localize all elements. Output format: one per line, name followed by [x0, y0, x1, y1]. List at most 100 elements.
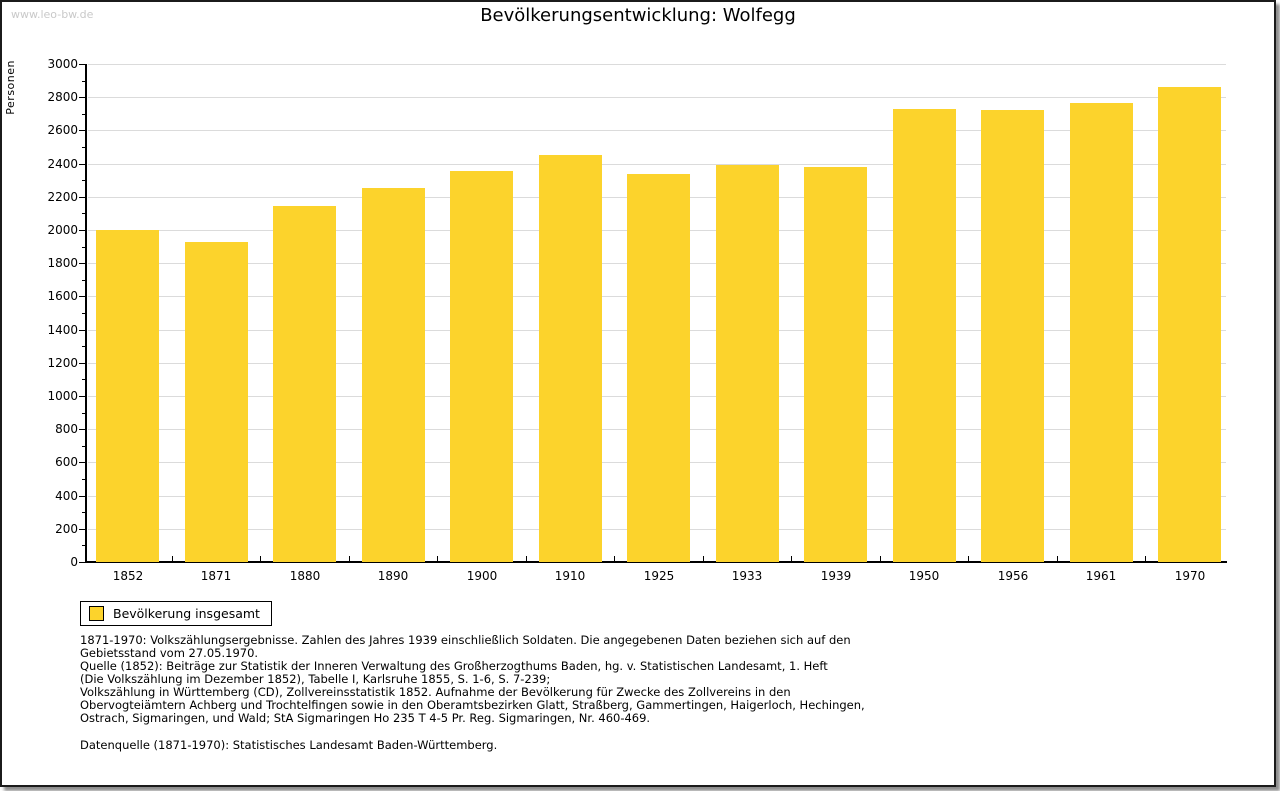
footnote-line: Gebietsstand vom 27.05.1970. — [80, 646, 259, 660]
x-axis-boundary-tick — [1145, 556, 1146, 562]
watermark: www.leo-bw.de — [11, 8, 94, 21]
y-axis-minor-tick — [82, 346, 86, 347]
x-axis-boundary-tick — [703, 556, 704, 562]
y-axis-minor-tick — [82, 512, 86, 513]
y-axis-tick — [79, 263, 86, 264]
bar-1852 — [96, 230, 159, 562]
x-axis-boundary-tick — [526, 556, 527, 562]
legend-label: Bevölkerung insgesamt — [113, 606, 260, 621]
y-axis-minor-tick — [82, 247, 86, 248]
y-axis-tick — [79, 462, 86, 463]
x-axis-boundary-tick — [260, 556, 261, 562]
data-source-line: Datenquelle (1871-1970): Statistisches L… — [80, 738, 498, 752]
x-axis-label: 1880 — [289, 569, 321, 583]
y-axis-tick — [79, 529, 86, 530]
x-axis-label: 1970 — [1174, 569, 1206, 583]
y-axis-tick-label: 0 — [70, 555, 78, 569]
x-axis-line — [85, 561, 1227, 563]
x-axis-label: 1925 — [643, 569, 675, 583]
y-axis-minor-tick — [82, 446, 86, 447]
x-axis-label: 1852 — [112, 569, 144, 583]
x-axis-label: 1933 — [731, 569, 763, 583]
footnotes: 1871-1970: Volkszählungsergebnisse. Zahl… — [80, 634, 865, 752]
footnote-line: Volkszählung in Württemberg (CD), Zollve… — [80, 685, 791, 699]
y-axis-tick — [79, 396, 86, 397]
y-axis-tick — [79, 64, 86, 65]
y-axis-tick — [79, 197, 86, 198]
x-axis-label: 1900 — [466, 569, 498, 583]
x-axis-boundary-tick — [614, 556, 615, 562]
y-axis-tick — [79, 429, 86, 430]
bar-1933 — [716, 165, 779, 562]
y-axis-tick-label: 1200 — [47, 356, 78, 370]
y-axis-minor-tick — [82, 180, 86, 181]
y-axis-minor-tick — [82, 545, 86, 546]
y-axis-tick — [79, 562, 86, 563]
y-axis-tick-label: 400 — [55, 489, 78, 503]
y-axis-tick-label: 3000 — [47, 57, 78, 71]
bar-1956 — [981, 110, 1044, 562]
bar-1925 — [627, 174, 690, 562]
x-axis-label: 1939 — [820, 569, 852, 583]
y-axis-tick-label: 2800 — [47, 90, 78, 104]
x-axis-label: 1950 — [908, 569, 940, 583]
legend: Bevölkerung insgesamt — [80, 601, 272, 626]
x-axis-boundary-tick — [1057, 556, 1058, 562]
y-axis-tick — [79, 97, 86, 98]
gridline — [88, 164, 1226, 165]
x-axis-boundary-tick — [172, 556, 173, 562]
chart-title: Bevölkerungsentwicklung: Wolfegg — [480, 5, 796, 26]
bar-1890 — [362, 188, 425, 562]
x-axis-label: 1890 — [377, 569, 409, 583]
legend-color-swatch — [89, 606, 104, 621]
y-axis-tick-label: 2600 — [47, 123, 78, 137]
y-axis-minor-tick — [82, 114, 86, 115]
y-axis-minor-tick — [82, 379, 86, 380]
bar-1970 — [1158, 87, 1221, 562]
x-axis-label: 1956 — [997, 569, 1029, 583]
bar-1900 — [450, 171, 513, 562]
footnote-line: Ostrach, Sigmaringen, und Wald; StA Sigm… — [80, 711, 651, 725]
gridline — [88, 64, 1226, 65]
y-axis-tick — [79, 363, 86, 364]
gridline — [88, 130, 1226, 131]
footnote-line: Quelle (1852): Beiträge zur Statistik de… — [80, 659, 828, 673]
bar-1880 — [273, 206, 336, 562]
y-axis-tick-label: 1400 — [47, 323, 78, 337]
y-axis-minor-tick — [82, 213, 86, 214]
y-axis-tick — [79, 164, 86, 165]
y-axis-minor-tick — [82, 479, 86, 480]
y-axis-minor-tick — [82, 81, 86, 82]
y-axis-tick-label: 2400 — [47, 157, 78, 171]
y-axis-minor-tick — [82, 280, 86, 281]
x-axis-label: 1910 — [554, 569, 586, 583]
x-axis-boundary-tick — [349, 556, 350, 562]
y-axis-tick-label: 800 — [55, 422, 78, 436]
x-axis-boundary-tick — [437, 556, 438, 562]
y-axis-tick-label: 600 — [55, 455, 78, 469]
y-axis-tick-label: 1600 — [47, 289, 78, 303]
x-axis-boundary-tick — [880, 556, 881, 562]
bar-1871 — [185, 242, 248, 562]
bar-1961 — [1070, 103, 1133, 562]
x-axis-boundary-tick — [791, 556, 792, 562]
y-axis-tick — [79, 330, 86, 331]
bar-chart: 0 200 400 600 800 1000 1200 1400 1600 1800 2000 220… — [2, 2, 1278, 602]
y-axis-tick — [79, 296, 86, 297]
x-axis-boundary-tick — [968, 556, 969, 562]
gridline — [88, 97, 1226, 98]
footnote-line: (Die Volkszählung im Dezember 1852), Tab… — [80, 672, 551, 686]
footnote-line: Obervogteiämtern Achberg und Trochtelfin… — [80, 698, 865, 712]
y-axis-tick — [79, 130, 86, 131]
bar-1950 — [893, 109, 956, 562]
y-axis-tick-label: 200 — [55, 522, 78, 536]
y-axis-tick-label: 2200 — [47, 190, 78, 204]
y-axis-tick — [79, 230, 86, 231]
y-axis-minor-tick — [82, 313, 86, 314]
y-axis-tick-label: 1000 — [47, 389, 78, 403]
y-axis-tick-label: 1800 — [47, 256, 78, 270]
bar-1939 — [804, 167, 867, 562]
y-axis-line — [85, 64, 87, 562]
y-axis-minor-tick — [82, 413, 86, 414]
